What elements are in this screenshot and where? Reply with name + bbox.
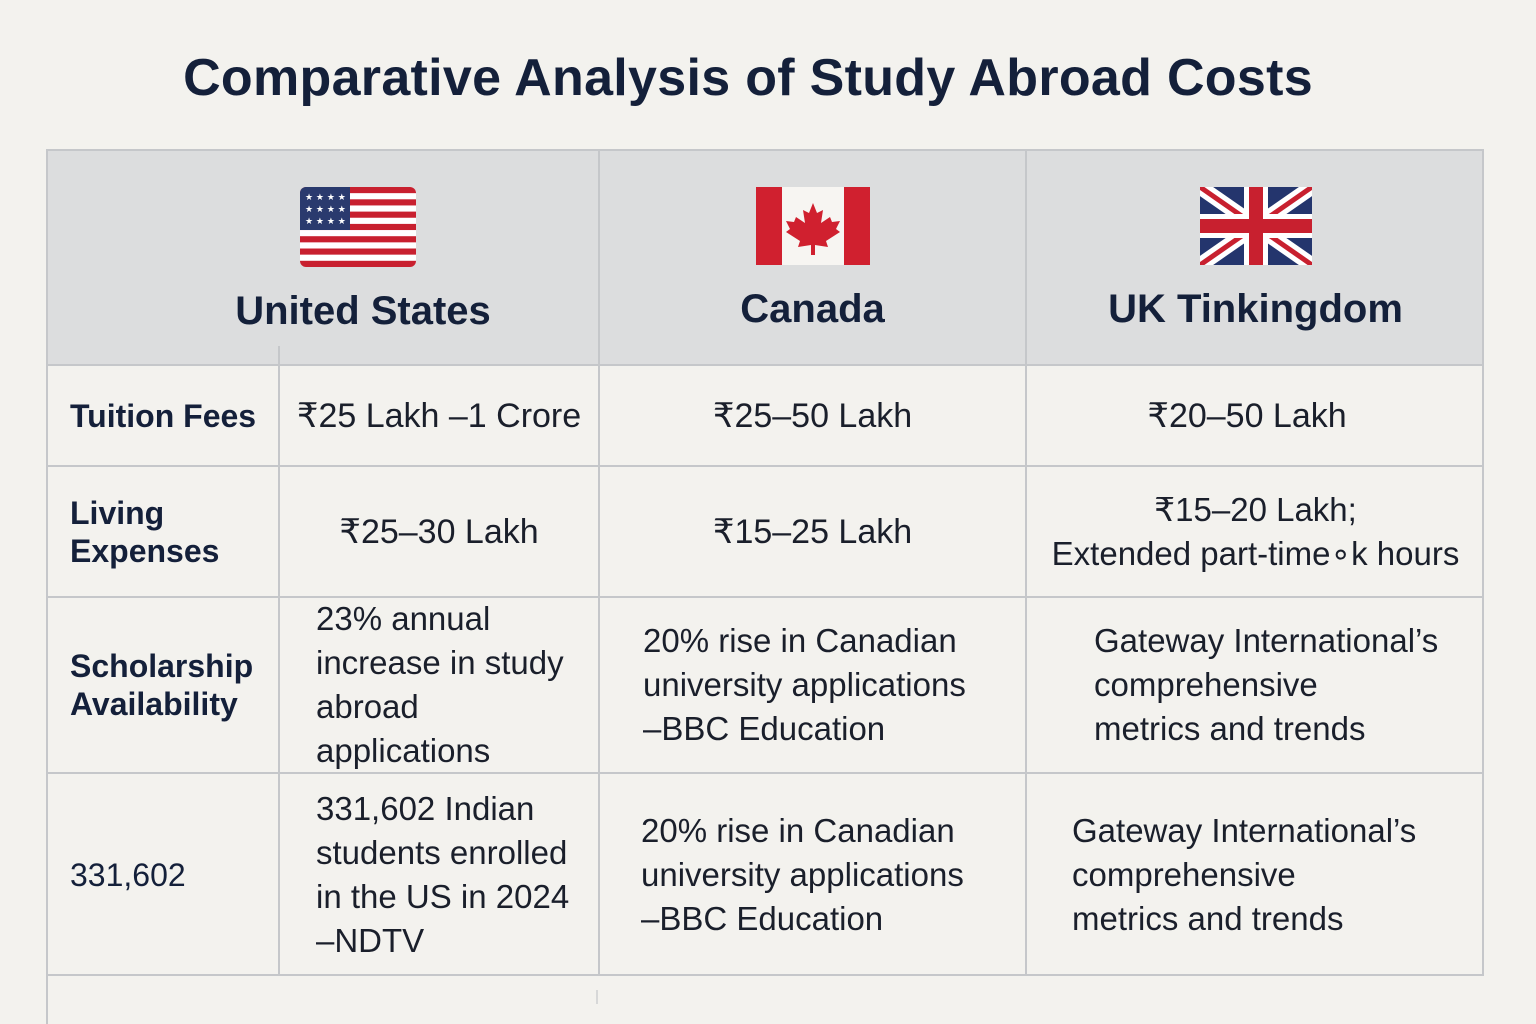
row-label: Scholarship Availability: [70, 648, 254, 722]
row-divider: [48, 772, 1484, 774]
us-flag-icon: ★ ★ ★ ★ ★ ★ ★ ★ ★ ★ ★ ★: [300, 187, 416, 267]
table-cell: Gateway International’s comprehensive me…: [1072, 812, 1417, 937]
row-divider: [48, 596, 1484, 598]
svg-text:★ ★ ★ ★: ★ ★ ★ ★: [305, 217, 346, 227]
row-label: Living Expenses: [70, 494, 220, 569]
table-cell: ₹15–20 Lakh; Extended part-time∘k hours: [1051, 490, 1460, 572]
row-divider: [48, 465, 1484, 467]
page-title: Comparative Analysis of Study Abroad Cos…: [183, 49, 1313, 107]
row-label: Tuition Fees: [70, 397, 257, 434]
table-cell: ₹25–30 Lakh: [339, 512, 539, 551]
header-uk: UK Tinkingdom: [1027, 151, 1484, 364]
canada-flag-icon: [755, 187, 870, 265]
svg-text:★ ★ ★ ★: ★ ★ ★ ★: [305, 205, 346, 215]
decorative-line: [596, 990, 598, 1004]
table-cell: ₹15–25 Lakh: [712, 512, 913, 551]
column-divider: [278, 346, 280, 976]
table-cell: Gateway International’s comprehensive me…: [1094, 622, 1439, 747]
column-divider: [1025, 151, 1027, 976]
table-cell: 20% rise in Canadian university applicat…: [643, 622, 966, 747]
header-canada: Canada: [600, 151, 1025, 364]
table-cell: 23% annual increase in study abroad appl…: [316, 600, 564, 769]
uk-flag-icon: [1199, 187, 1312, 265]
country-name: Canada: [740, 287, 885, 331]
svg-text:★ ★ ★ ★: ★ ★ ★ ★: [305, 193, 346, 203]
country-name: United States: [235, 289, 491, 333]
column-divider: [598, 151, 600, 976]
comparison-table: ★ ★ ★ ★ ★ ★ ★ ★ ★ ★ ★ ★ United States Ca…: [46, 149, 1484, 976]
row-divider: [48, 364, 1484, 366]
table-cell: ₹25–50 Lakh: [712, 396, 913, 435]
row-label: 331,602: [70, 857, 186, 893]
table-cell: ₹20–50 Lakh: [1147, 396, 1347, 435]
table-cell: 331,602 Indian students enrolled in the …: [316, 790, 570, 959]
table-cell: ₹25 Lakh –1 Crore: [296, 396, 582, 435]
header-united-states: ★ ★ ★ ★ ★ ★ ★ ★ ★ ★ ★ ★ United States: [48, 151, 598, 364]
country-name: UK Tinkingdom: [1108, 287, 1403, 331]
table-cell: 20% rise in Canadian university applicat…: [641, 812, 964, 937]
decorative-line: [46, 976, 48, 1024]
